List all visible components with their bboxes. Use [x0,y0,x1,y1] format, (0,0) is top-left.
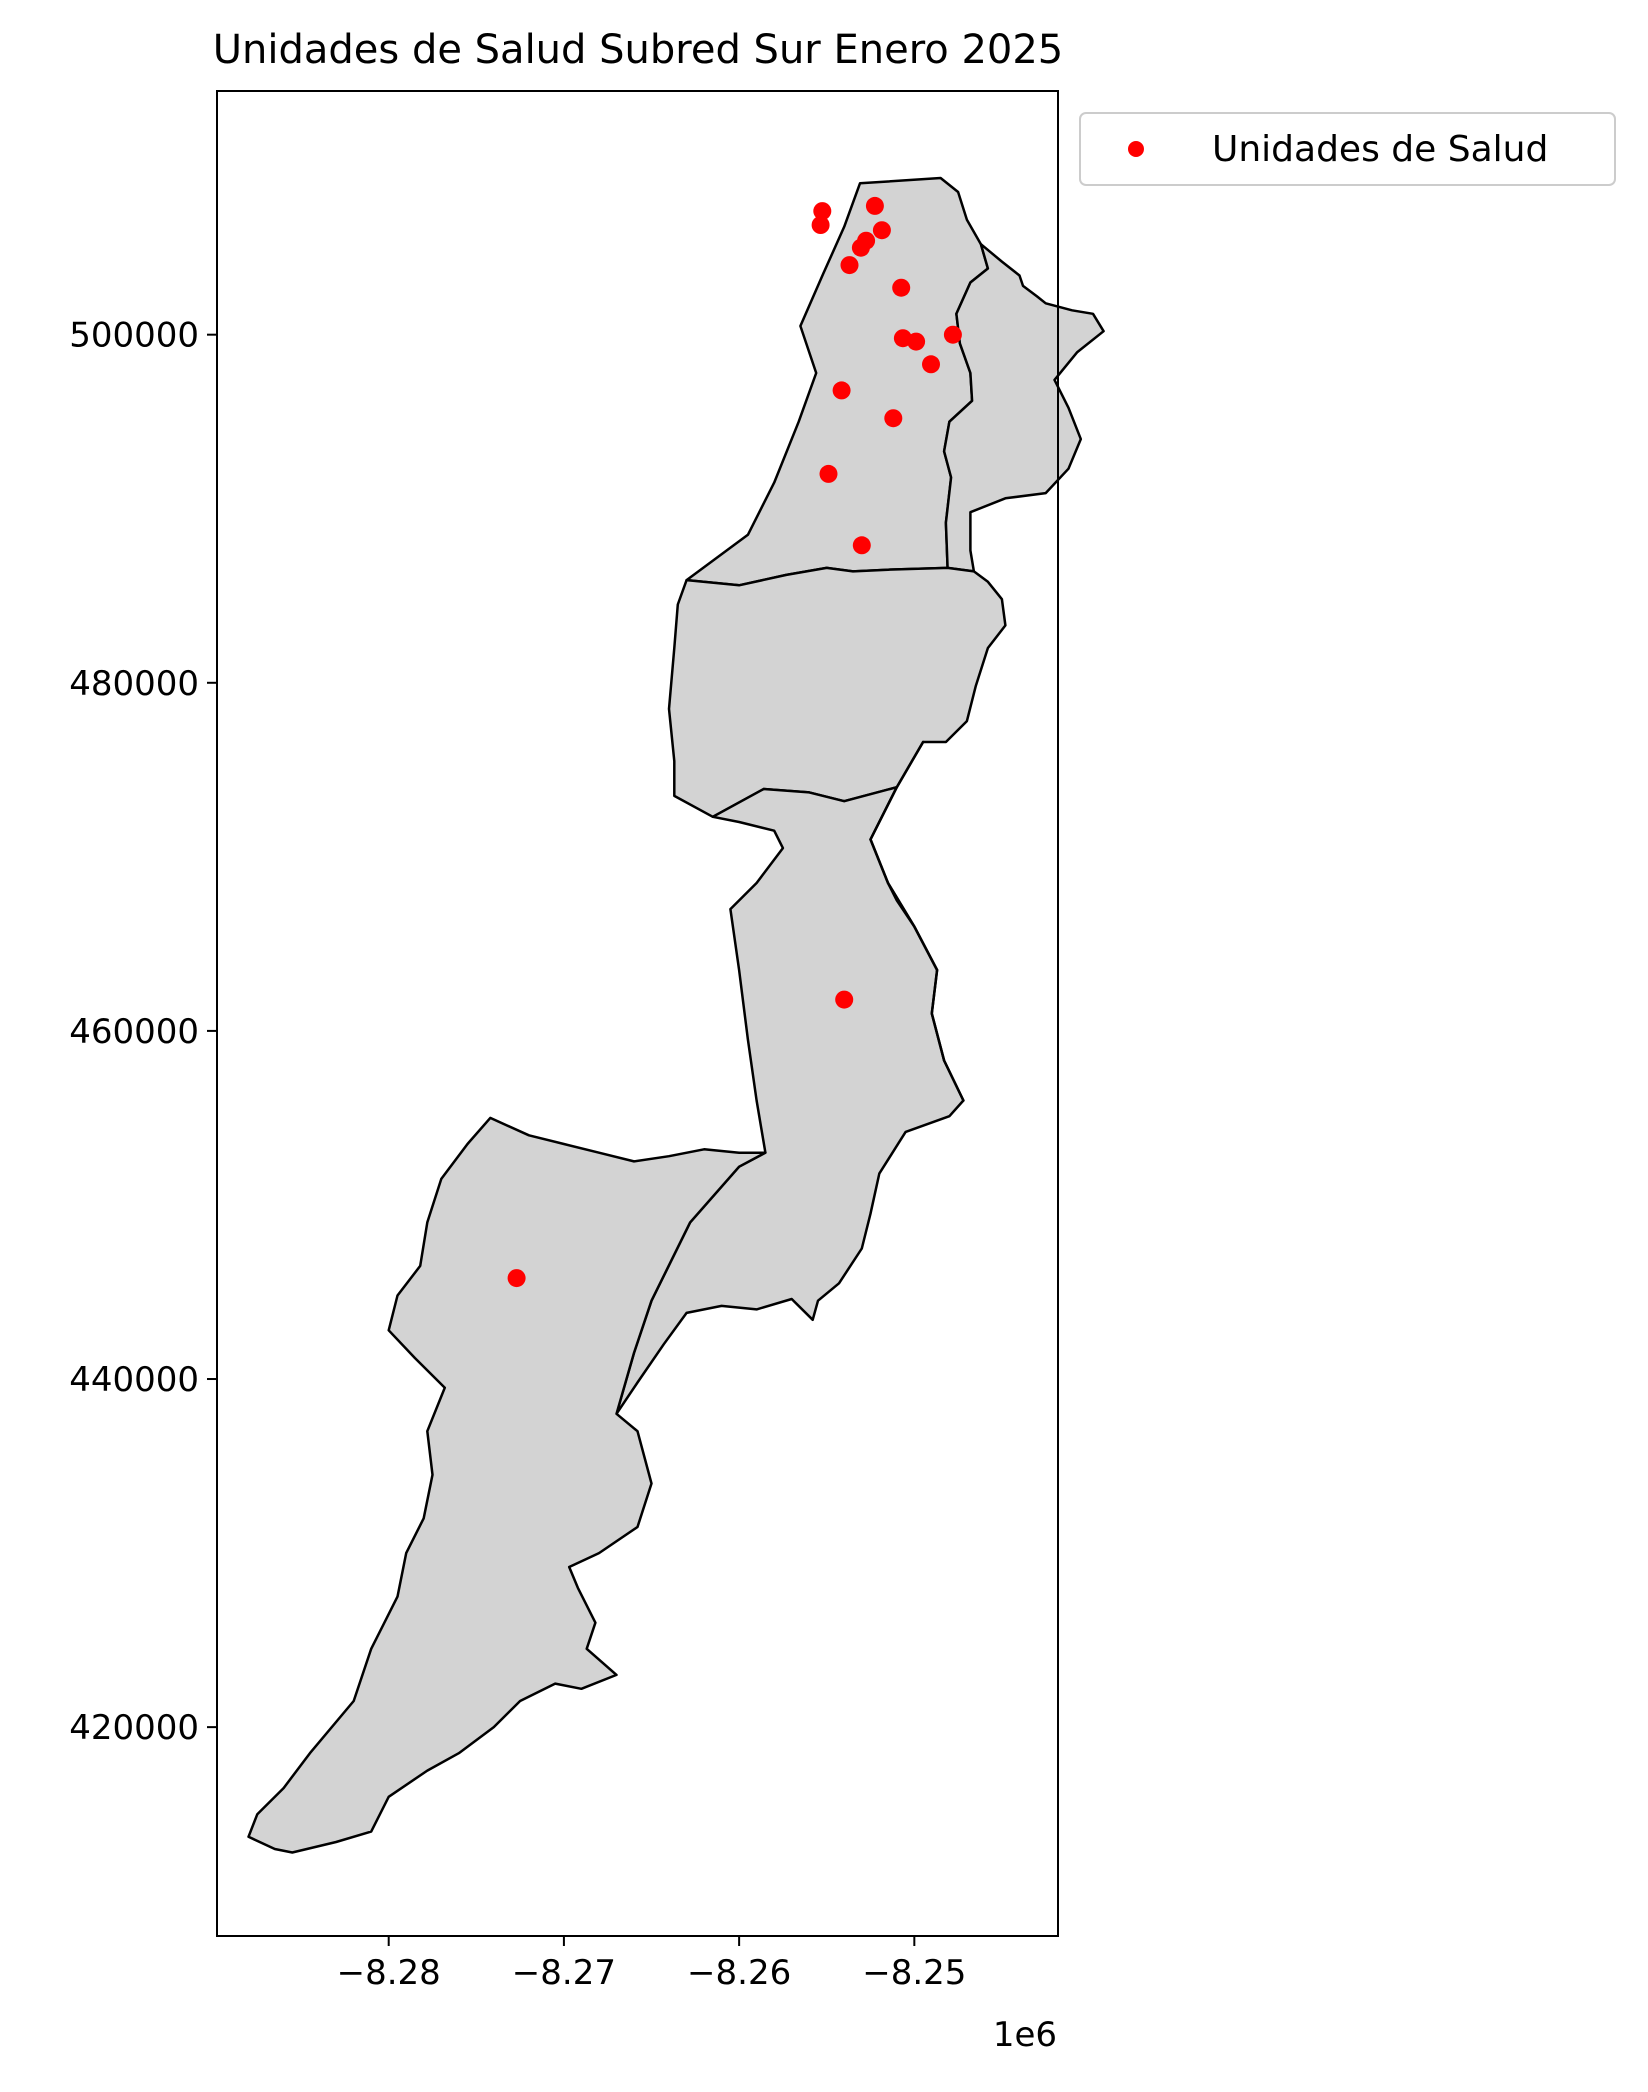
x-tick-label: −8.27 [512,1953,616,1993]
health-unit-point [832,381,851,400]
x-tick-label: −8.26 [687,1953,791,1993]
region-central [667,566,1007,819]
axes-frame [216,90,1059,1937]
regions-layer [247,176,1105,1854]
y-tick-label: 440000 [69,1360,199,1400]
health-unit-point [835,990,854,1009]
health-unit-point [851,238,870,257]
x-tick-label: −8.25 [862,1953,966,1993]
region-south-east [869,785,965,1102]
region-north-left [685,176,990,587]
legend-marker [1128,141,1144,157]
y-tick-label: 460000 [69,1012,199,1052]
region-north-right [942,242,1105,573]
health-unit-point [872,221,891,240]
y-tick-label: 420000 [69,1708,199,1748]
x-axis: −8.28 −8.27 −8.26 −8.25 [337,1936,966,1993]
health-unit-point [892,278,911,297]
health-unit-point [907,332,926,351]
health-unit-point [840,256,859,275]
y-tick-label: 480000 [69,664,199,704]
legend-box [1079,112,1616,186]
health-unit-point [922,355,940,374]
y-tick-label: 500000 [69,316,199,356]
health-unit-point [507,1269,526,1288]
health-unit-point [852,536,871,555]
x-offset-label: 1e6 [993,2015,1057,2055]
region-south-mid [615,740,965,1416]
y-axis: 420000 440000 460000 480000 500000 [69,316,217,1748]
health-unit-point [813,202,832,221]
region-south [247,1116,767,1854]
chart-title: Unidades de Salud Subred Sur Enero 2025 [213,27,1064,73]
points-layer [507,196,962,1288]
x-tick-label: −8.28 [337,1953,441,1993]
health-unit-point [943,325,962,344]
health-unit-point [865,196,884,215]
health-unit-point [819,464,838,483]
legend-label: Unidades de Salud [1212,129,1548,170]
health-unit-point [884,409,903,428]
health-unit-point [811,216,830,234]
legend: Unidades de Salud [1079,112,1616,186]
